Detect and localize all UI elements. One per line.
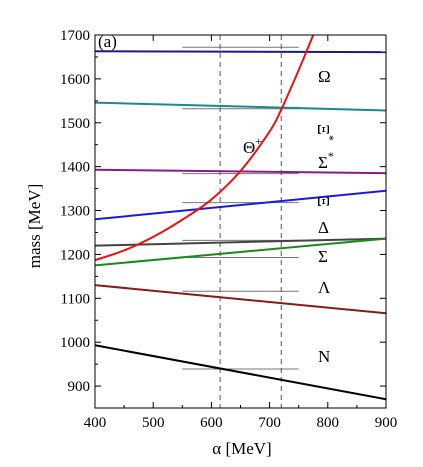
y-tick-label: 1100 xyxy=(61,291,90,307)
x-tick-label: 400 xyxy=(84,415,107,431)
series-lines xyxy=(95,35,386,401)
series-line-7 xyxy=(95,344,386,401)
y-tick-label: 1000 xyxy=(60,335,90,351)
y-tick-label: 1700 xyxy=(60,28,90,44)
series-label-3: Ξ xyxy=(314,196,333,207)
y-tick-label: 1400 xyxy=(60,160,90,176)
x-tick-label: 800 xyxy=(317,415,340,431)
series-label-5: Σ xyxy=(318,247,328,266)
axes: 400 500 600 700 800 900 900 1000 1100 1200 1300 140… xyxy=(60,28,397,431)
reference-lines xyxy=(182,46,299,370)
plot-frame xyxy=(94,34,387,409)
panel-label: (a) xyxy=(98,32,117,51)
y-tick-label: 1300 xyxy=(60,204,90,220)
series-label-7: N xyxy=(318,347,330,366)
x-tick-label: 500 xyxy=(142,415,165,431)
series-label-2: Σ* xyxy=(318,149,334,172)
series-line-6 xyxy=(95,284,386,315)
series-line-4 xyxy=(95,237,386,247)
x-tick-label: 700 xyxy=(258,415,281,431)
x-tick-label: 900 xyxy=(375,415,398,431)
series-label-1: Ξ* xyxy=(314,124,337,141)
series-label-6: Λ xyxy=(318,278,331,297)
y-tick-label: 1200 xyxy=(60,247,90,263)
series-label-0: Ω xyxy=(318,67,331,86)
series-line-8 xyxy=(95,35,315,262)
x-axis-label: α [MeV] xyxy=(212,439,271,458)
y-tick-label: 900 xyxy=(68,379,91,395)
y-axis-label: mass [MeV] xyxy=(25,184,44,269)
vertical-dashed-lines xyxy=(219,35,282,408)
series-line-3 xyxy=(95,189,386,221)
x-tick-label: 600 xyxy=(200,415,223,431)
series-line-1 xyxy=(95,101,386,112)
y-tick-label: 1600 xyxy=(60,72,90,88)
series-label-8: Θ+ xyxy=(243,134,262,157)
y-tick-label: 1500 xyxy=(60,116,90,132)
series-line-0 xyxy=(95,50,386,54)
series-line-5 xyxy=(95,237,386,267)
series-label-4: Δ xyxy=(318,218,329,237)
